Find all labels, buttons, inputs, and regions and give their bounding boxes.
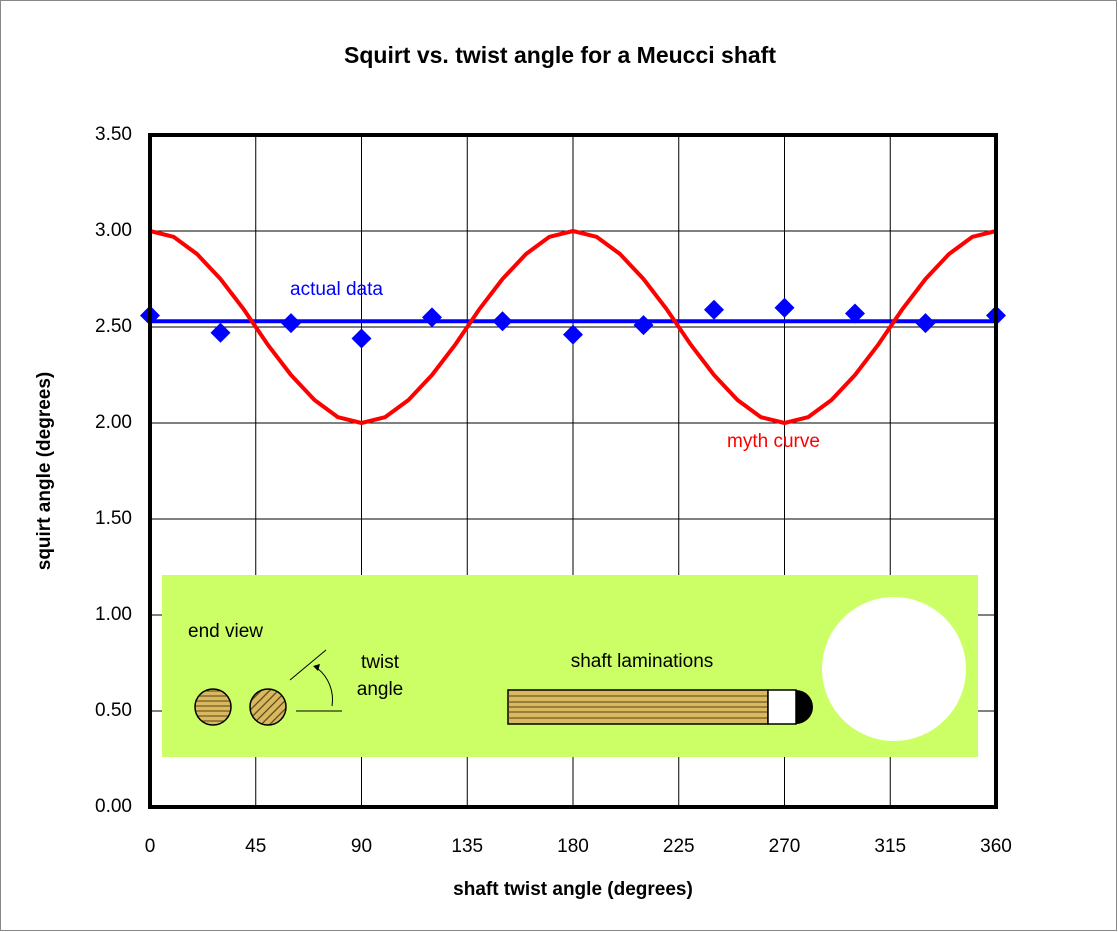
- series-line: [149, 229, 997, 425]
- inset: end view twist angle shaft laminations: [162, 575, 978, 757]
- y-tick-label: 0.00: [95, 796, 132, 817]
- y-tick-label: 0.50: [95, 700, 132, 721]
- x-tick-label: 90: [351, 836, 372, 857]
- inset-label: shaft laminations: [571, 651, 714, 672]
- inset-label: twist: [361, 652, 400, 673]
- chart-title: Squirt vs. twist angle for a Meucci shaf…: [344, 42, 776, 68]
- data-point: [633, 315, 654, 336]
- plot-frame: [148, 133, 998, 809]
- y-tick-label: 3.50: [95, 124, 132, 145]
- y-tick-label: 2.50: [95, 316, 132, 337]
- series-label: myth curve: [727, 431, 820, 452]
- angle-arc: [316, 667, 333, 707]
- data-point: [351, 328, 372, 349]
- ball: [822, 597, 966, 741]
- y-tick-label: 1.00: [95, 604, 132, 625]
- y-tick-label: 3.00: [95, 220, 132, 241]
- data-point: [210, 322, 231, 343]
- y-tick-label: 1.50: [95, 508, 132, 529]
- x-tick-label: 360: [980, 836, 1012, 857]
- data-point: [563, 324, 583, 345]
- x-tick-label: 0: [145, 836, 156, 857]
- x-tick-label: 45: [245, 836, 266, 857]
- data-point: [492, 311, 513, 332]
- data-point: [774, 297, 795, 318]
- series-label: actual data: [290, 279, 383, 300]
- angle-line: [289, 649, 327, 681]
- y-axis-title: squirt angle (degrees): [34, 372, 55, 571]
- ferrule: [767, 689, 797, 725]
- data: [140, 229, 1006, 425]
- data-point: [704, 299, 724, 320]
- inset-label: angle: [357, 679, 404, 700]
- inset-label: end view: [188, 621, 263, 642]
- laminations: [508, 695, 768, 719]
- end-view-circle: [249, 688, 287, 726]
- x-tick-label: 135: [451, 836, 483, 857]
- data-point: [422, 307, 442, 328]
- x-axis-title: shaft twist angle (degrees): [453, 879, 693, 900]
- data-point: [915, 313, 936, 334]
- y-tick-label: 2.00: [95, 412, 132, 433]
- data-point: [845, 303, 865, 324]
- x-tick-label: 180: [557, 836, 589, 857]
- x-tick-label: 225: [663, 836, 695, 857]
- tip: [796, 690, 813, 724]
- x-tick-label: 315: [874, 836, 906, 857]
- data-point: [281, 313, 301, 334]
- x-tick-label: 270: [769, 836, 801, 857]
- end-view-circle: [194, 688, 232, 726]
- angle-arrow: [313, 664, 320, 671]
